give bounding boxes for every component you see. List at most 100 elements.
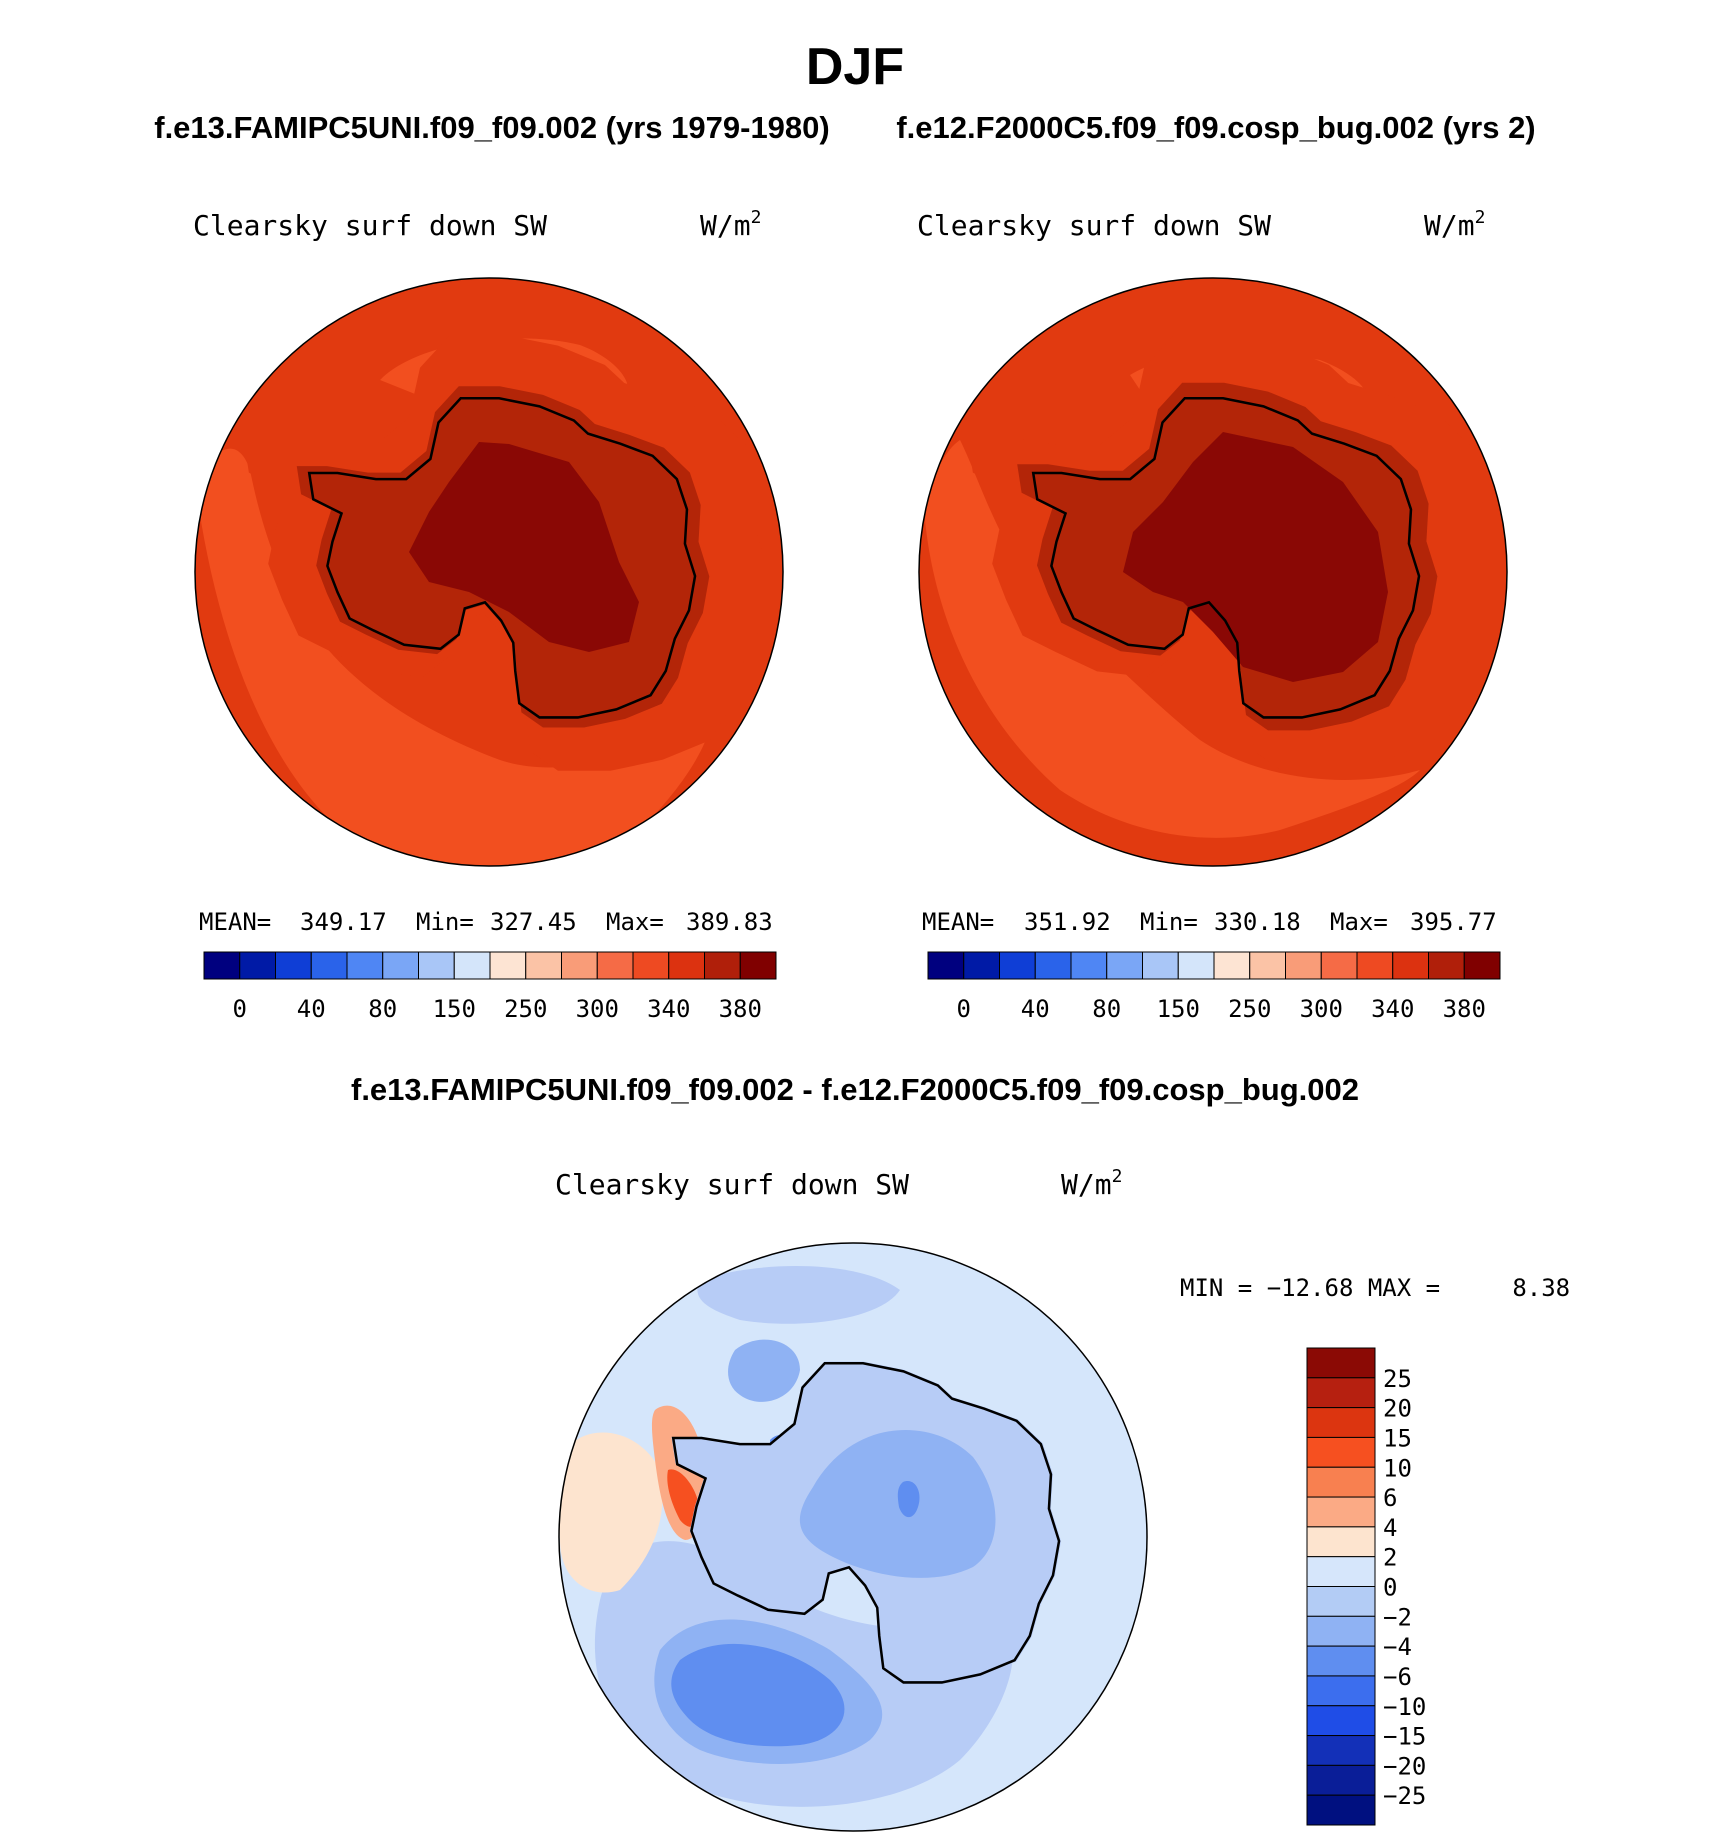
right-mean-label: MEAN= [922,908,994,936]
diff-region-south-blue [671,1643,845,1747]
diff-colorbar-label: −25 [1383,1782,1426,1810]
diff-colorbar-swatch [1306,1496,1376,1528]
left-colorbar: 0 40 80 150 250 300 340 380 [203,951,777,1023]
left-mean-value: 349.17 [300,908,387,936]
diff-units-label: W/m2 [1061,1166,1122,1201]
diff-region-northwest-mid [728,1339,800,1402]
diff-map-boundary [558,1242,1148,1832]
right-panel-subtitle: f.e12.F2000C5.f09_f09.cosp_bug.002 (yrs … [896,110,1535,145]
right-colorbar-swatch [1249,951,1286,980]
diff-colorbar-swatch [1306,1735,1376,1766]
diff-minmax-label: MIN = −12.68 MAX = 8.38 [1180,1274,1570,1302]
left-colorbar-swatch [704,951,741,980]
left-max-label: Max= [606,908,664,936]
right-colorbar-swatch [1320,951,1358,980]
diff-map [559,1243,1147,1831]
right-mean-value: 351.92 [1024,908,1111,936]
left-colorbar-label: 150 [433,995,476,1023]
right-colorbar-swatch [1356,951,1394,980]
left-map [195,278,783,866]
left-panel: Clearsky surf down SW W/m2 MEAN= 349.17 … [193,207,784,1023]
diff-colorbar-label: 0 [1383,1574,1397,1602]
left-colorbar-label: 380 [719,995,762,1023]
figure-title: DJF [806,38,904,96]
left-colorbar-swatch [346,951,384,980]
diff-colorbar-swatch [1306,1466,1376,1498]
left-ice-core [409,442,639,652]
right-colorbar-swatch [999,951,1036,980]
left-map-boundary [194,277,784,867]
difference-panel: Clearsky surf down SW W/m2 MIN = −12.68 … [555,1166,1570,1832]
diff-colorbar-swatch [1306,1794,1376,1826]
diff-colorbar-swatch [1306,1556,1376,1587]
diff-colorbar-label: −10 [1383,1693,1426,1721]
diff-colorbar-label: −20 [1383,1752,1426,1780]
right-colorbar-label: 0 [957,995,971,1023]
right-colorbar-swatch [1177,951,1215,980]
diff-colorbar-swatch [1306,1705,1376,1737]
left-colorbar-label: 300 [576,995,619,1023]
diff-colorbar-swatch [1306,1764,1376,1796]
right-colorbar-label: 80 [1092,995,1121,1023]
left-min-label: Min= [416,908,474,936]
diff-colorbar-label: 4 [1383,1514,1397,1542]
diff-colorbar-label: 25 [1383,1365,1412,1393]
left-colorbar-swatch [203,951,241,980]
diff-colorbar-label: 20 [1383,1395,1412,1423]
left-colorbar-swatch [418,951,455,980]
right-colorbar: 0 40 80 150 250 300 340 380 [927,951,1501,1023]
right-colorbar-swatch [1070,951,1108,980]
right-colorbar-swatch [1285,951,1322,980]
right-colorbar-swatch [1034,951,1072,980]
left-min-value: 327.45 [490,908,577,936]
diff-region-west-red [667,1469,700,1527]
right-colorbar-label: 150 [1157,995,1200,1023]
right-colorbar-swatch [1463,951,1501,980]
diff-colorbar-swatch [1306,1407,1376,1438]
right-ocean-west [925,440,1420,838]
right-map-boundary [918,277,1508,867]
left-colorbar-swatch [489,951,527,980]
left-colorbar-label: 80 [368,995,397,1023]
diff-colorbar-label: −4 [1383,1633,1412,1661]
left-colorbar-swatch [275,951,312,980]
left-panel-subtitle: f.e13.FAMIPC5UNI.f09_f09.002 (yrs 1979-1… [154,110,829,145]
right-colorbar-label: 250 [1228,995,1271,1023]
diff-colorbar-swatch [1306,1347,1376,1379]
right-colorbar-swatch [1213,951,1251,980]
diff-colorbar-swatch [1306,1615,1376,1647]
left-variable-label: Clearsky surf down SW [193,209,547,242]
right-colorbar-swatch [1106,951,1143,980]
left-stats: MEAN= 349.17 Min= 327.45 Max= 389.83 [199,908,773,936]
diff-variable-label: Clearsky surf down SW [555,1168,909,1201]
left-mean-label: MEAN= [199,908,271,936]
left-colorbar-swatch [310,951,348,980]
right-max-value: 395.77 [1410,908,1497,936]
right-ice-core [1123,432,1388,682]
left-colorbar-swatch [596,951,634,980]
right-colorbar-swatch [927,951,965,980]
left-colorbar-swatch [525,951,562,980]
left-colorbar-swatch [739,951,777,980]
left-colorbar-label: 40 [297,995,326,1023]
right-units-label: W/m2 [1424,207,1485,242]
left-colorbar-swatch [382,951,419,980]
right-variable-label: Clearsky surf down SW [917,209,1271,242]
difference-title: f.e13.FAMIPC5UNI.f09_f09.002 - f.e12.F20… [351,1072,1359,1107]
right-min-value: 330.18 [1214,908,1301,936]
diff-colorbar-label: −6 [1383,1663,1412,1691]
diff-colorbar-swatch [1306,1526,1376,1558]
left-ocean-plume [195,448,713,866]
right-colorbar-swatch [963,951,1000,980]
right-panel: Clearsky surf down SW W/m2 MEAN= 351.92 … [917,207,1508,1023]
left-colorbar-swatch [561,951,598,980]
diff-colorbar-label: −15 [1383,1723,1426,1751]
diff-colorbar-label: 10 [1383,1454,1412,1482]
left-colorbar-label: 250 [504,995,547,1023]
diff-colorbar-label: −2 [1383,1603,1412,1631]
right-colorbar-label: 380 [1443,995,1486,1023]
left-colorbar-swatch [632,951,670,980]
diff-continent-mid [799,1429,996,1578]
left-max-value: 389.83 [686,908,773,936]
